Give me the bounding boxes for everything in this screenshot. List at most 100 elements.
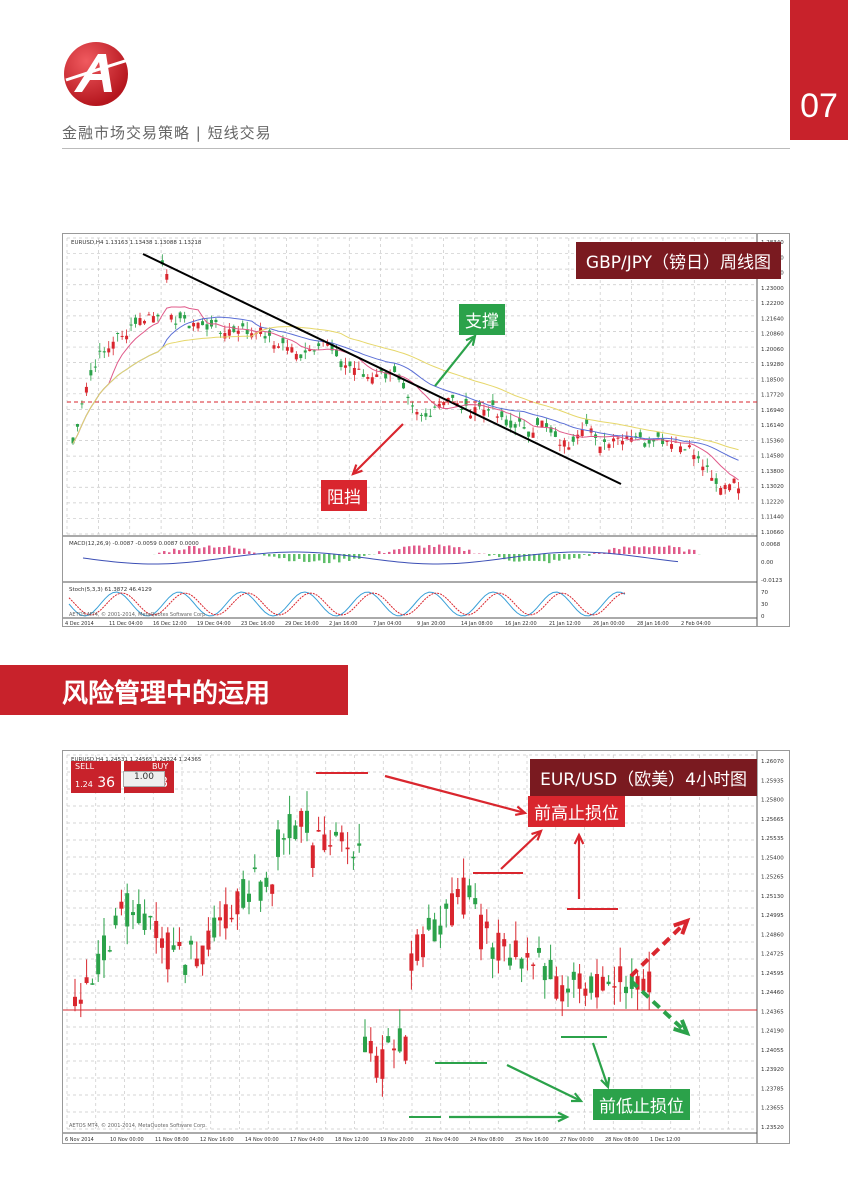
candle bbox=[518, 418, 522, 422]
macd-histogram-bar bbox=[308, 554, 311, 563]
macd-signal-line bbox=[82, 551, 679, 565]
candle bbox=[409, 953, 414, 971]
ma-slow-line bbox=[72, 316, 739, 461]
candle bbox=[553, 431, 557, 437]
candle bbox=[542, 966, 547, 981]
macd-histogram-bar bbox=[678, 547, 681, 554]
candle bbox=[426, 917, 431, 930]
price-tick-label: 1.24725 bbox=[761, 952, 784, 958]
macd-histogram-bar bbox=[398, 549, 401, 554]
macd-histogram-bar bbox=[323, 554, 326, 564]
candle bbox=[177, 941, 182, 947]
candle bbox=[652, 439, 656, 442]
candle bbox=[129, 324, 133, 326]
candle bbox=[343, 365, 347, 368]
time-tick-label: 27 Nov 00:00 bbox=[560, 1137, 594, 1143]
time-tick-label: 25 Nov 16:00 bbox=[515, 1137, 549, 1143]
candle bbox=[312, 350, 316, 352]
price-tick-label: 1.20060 bbox=[761, 347, 784, 353]
macd-histogram-bar bbox=[613, 547, 616, 554]
candle bbox=[247, 893, 251, 902]
macd-histogram-bar bbox=[203, 547, 206, 554]
candle bbox=[500, 411, 504, 418]
candle bbox=[519, 958, 524, 969]
macd-histogram-bar bbox=[633, 546, 636, 554]
candle bbox=[513, 940, 518, 958]
macd-histogram-bar bbox=[188, 546, 191, 554]
candle bbox=[299, 810, 304, 827]
candle bbox=[125, 893, 130, 927]
macd-histogram-bar bbox=[348, 554, 351, 561]
bearish-dashed-arrow-head bbox=[673, 1019, 691, 1037]
sell-label: SELL bbox=[75, 762, 95, 771]
candle bbox=[160, 260, 164, 264]
candle bbox=[531, 964, 536, 966]
price-tick-label: 1.25935 bbox=[761, 778, 784, 784]
candle bbox=[421, 934, 425, 958]
candle bbox=[406, 396, 410, 399]
candle bbox=[235, 891, 240, 915]
macd-histogram-bar bbox=[168, 552, 171, 554]
macd-histogram-bar bbox=[208, 545, 211, 554]
stoch-tick-label: 70 bbox=[761, 590, 768, 596]
ma-long-line bbox=[72, 326, 739, 451]
macd-histogram-bar bbox=[413, 545, 416, 554]
low-arrow-2 bbox=[506, 1064, 582, 1102]
resistance-arrow bbox=[352, 423, 404, 475]
high-arrow-2-head bbox=[531, 829, 543, 841]
candle bbox=[656, 432, 660, 437]
macd-histogram-bar bbox=[288, 554, 291, 562]
candle bbox=[384, 372, 388, 379]
price-tick-label: 1.25535 bbox=[761, 836, 784, 842]
price-tick-label: 1.16140 bbox=[761, 423, 784, 429]
candle bbox=[723, 485, 727, 490]
macd-histogram-bar bbox=[243, 548, 246, 554]
candle bbox=[589, 976, 594, 993]
time-tick-label: 14 Nov 00:00 bbox=[245, 1137, 279, 1143]
candle bbox=[571, 436, 575, 442]
candle bbox=[634, 436, 638, 438]
candle bbox=[477, 402, 481, 407]
candle bbox=[169, 314, 173, 320]
time-tick-label: 18 Nov 12:00 bbox=[335, 1137, 369, 1143]
macd-label: MACD(12,26,9) -0.0087 -0.0059 0.0087 0.0… bbox=[69, 541, 199, 547]
sell-button[interactable]: SELL 1.24 36 bbox=[71, 761, 121, 793]
candle bbox=[78, 999, 83, 1004]
candle bbox=[737, 488, 741, 494]
macd-histogram-bar bbox=[493, 554, 496, 555]
candle bbox=[252, 867, 257, 870]
candle bbox=[212, 917, 217, 938]
price-tick-label: 1.25800 bbox=[761, 798, 784, 804]
candle bbox=[84, 386, 88, 393]
chart2-title: EUR/USD（欧美）4小时图 bbox=[530, 759, 757, 796]
candle bbox=[196, 322, 200, 329]
lot-size-input[interactable]: 1.00 bbox=[123, 771, 165, 787]
macd-histogram-bar bbox=[253, 552, 256, 554]
candle bbox=[415, 934, 420, 961]
candle bbox=[701, 466, 705, 471]
candle bbox=[263, 336, 267, 339]
macd-histogram-bar bbox=[603, 553, 606, 554]
price-tick-label: 1.13800 bbox=[761, 469, 784, 475]
candle bbox=[531, 432, 535, 438]
candle bbox=[537, 947, 541, 953]
candle bbox=[600, 976, 605, 991]
candle bbox=[183, 315, 187, 319]
candle bbox=[183, 964, 188, 975]
macd-histogram-bar bbox=[693, 549, 696, 554]
bullish-dashed-arrow bbox=[629, 919, 689, 978]
candle bbox=[571, 971, 576, 980]
candle bbox=[670, 444, 674, 449]
time-tick-label: 12 Nov 16:00 bbox=[200, 1137, 234, 1143]
time-tick-label: 28 Nov 08:00 bbox=[605, 1137, 639, 1143]
time-tick-label: 2 Jan 16:00 bbox=[329, 621, 357, 626]
candle bbox=[625, 436, 629, 439]
candle bbox=[611, 438, 615, 442]
candle bbox=[562, 440, 566, 447]
time-tick-label: 19 Nov 20:00 bbox=[380, 1137, 414, 1143]
macd-histogram-bar bbox=[688, 549, 691, 554]
macd-histogram-bar bbox=[518, 554, 521, 562]
macd-histogram-bar bbox=[598, 552, 601, 554]
macd-histogram-bar bbox=[408, 546, 411, 554]
resistance-trendline bbox=[142, 253, 622, 485]
